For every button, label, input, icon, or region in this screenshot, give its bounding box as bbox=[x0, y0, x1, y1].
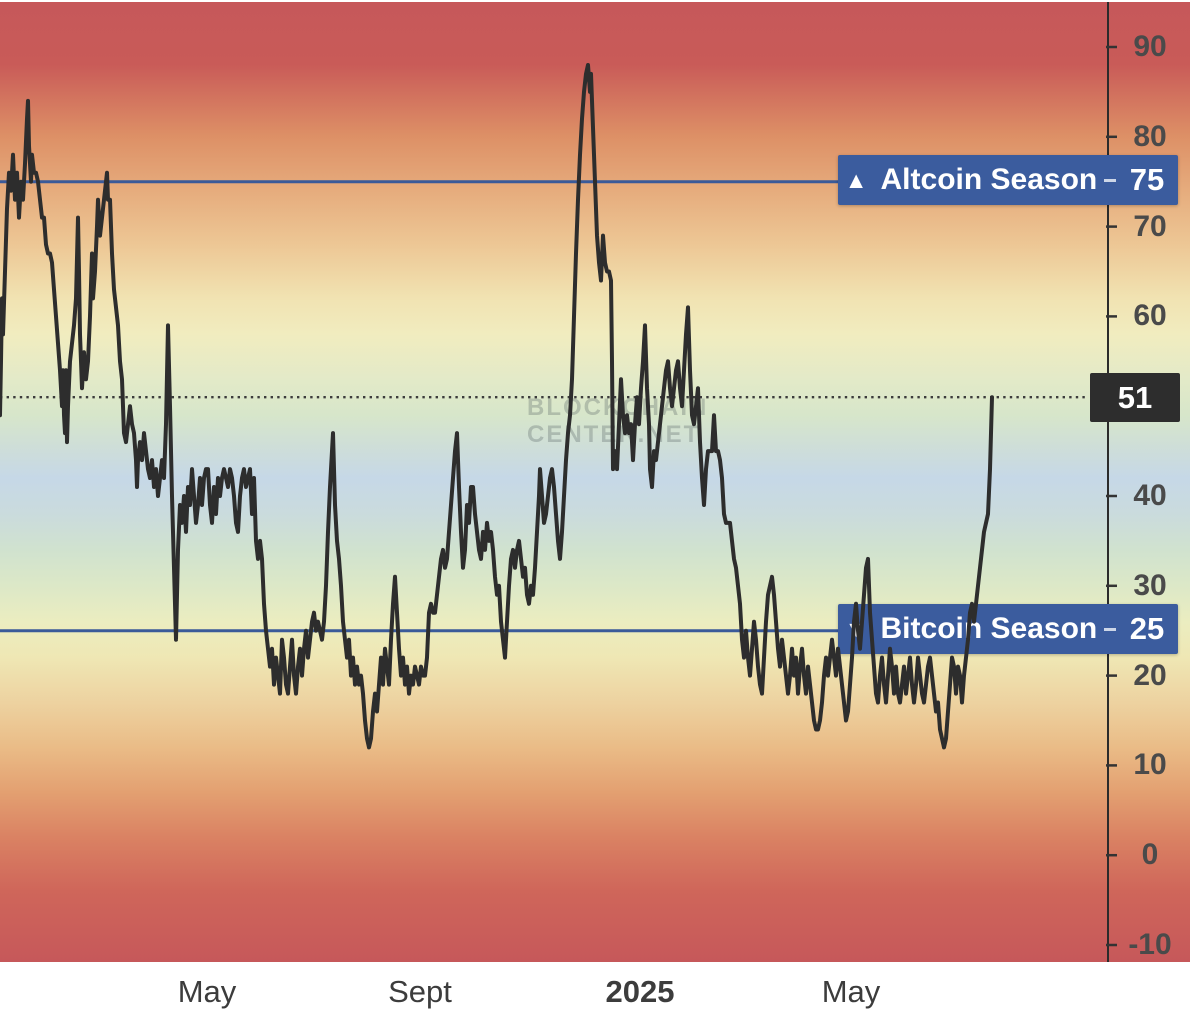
y-axis-tick-label: 0 bbox=[1141, 838, 1159, 872]
y-axis-tick-label: 20 bbox=[1133, 658, 1167, 692]
triangle-up-icon: ▲ bbox=[844, 166, 868, 193]
x-axis-strip: May Sept 2025 May bbox=[0, 962, 1200, 1017]
y-axis-tick-label: 30 bbox=[1133, 568, 1167, 602]
altcoin-season-main: ▲ Altcoin Season bbox=[838, 163, 1104, 197]
watermark-line2: CENTER.NET bbox=[527, 421, 701, 448]
bitcoin-season-badge: ▼ Bitcoin Season 25 bbox=[838, 604, 1178, 654]
bitcoin-season-label: Bitcoin Season bbox=[880, 612, 1098, 645]
x-axis-tick-label: 2025 bbox=[605, 974, 675, 1009]
y-axis-tick-label: 90 bbox=[1133, 30, 1167, 63]
x-axis-tick-label: May bbox=[821, 974, 881, 1009]
y-axis-tick-label: 70 bbox=[1133, 209, 1167, 243]
watermark: BLOCKCHAIN CENTER.NET bbox=[527, 394, 708, 448]
bitcoin-season-main: ▼ Bitcoin Season bbox=[838, 612, 1104, 646]
axis-tick-dash bbox=[1104, 178, 1116, 182]
bitcoin-threshold-value: 25 bbox=[1129, 611, 1165, 646]
altcoin-season-label: Altcoin Season bbox=[880, 163, 1098, 196]
y-axis-tick-label: 10 bbox=[1133, 748, 1167, 782]
current-value-badge: 51 bbox=[1090, 373, 1180, 422]
y-axis-tick-label: 80 bbox=[1133, 119, 1167, 153]
axis-tick-dash bbox=[1104, 627, 1116, 631]
altcoin-threshold-value: 75 bbox=[1129, 162, 1165, 197]
x-axis-tick-label: Sept bbox=[388, 974, 452, 1009]
y-axis-tick-label: 40 bbox=[1133, 479, 1167, 512]
y-axis-tick-label: 60 bbox=[1133, 299, 1167, 333]
altcoin-season-badge: ▲ Altcoin Season 75 bbox=[838, 155, 1178, 205]
watermark-line1: BLOCKCHAIN bbox=[527, 394, 709, 421]
chart-area[interactable] bbox=[0, 2, 1190, 962]
triangle-down-icon: ▼ bbox=[844, 615, 868, 642]
current-index-value: 51 bbox=[1117, 379, 1153, 415]
x-axis-tick-label: May bbox=[177, 974, 237, 1009]
y-axis-tick-label: -10 bbox=[1128, 928, 1172, 961]
